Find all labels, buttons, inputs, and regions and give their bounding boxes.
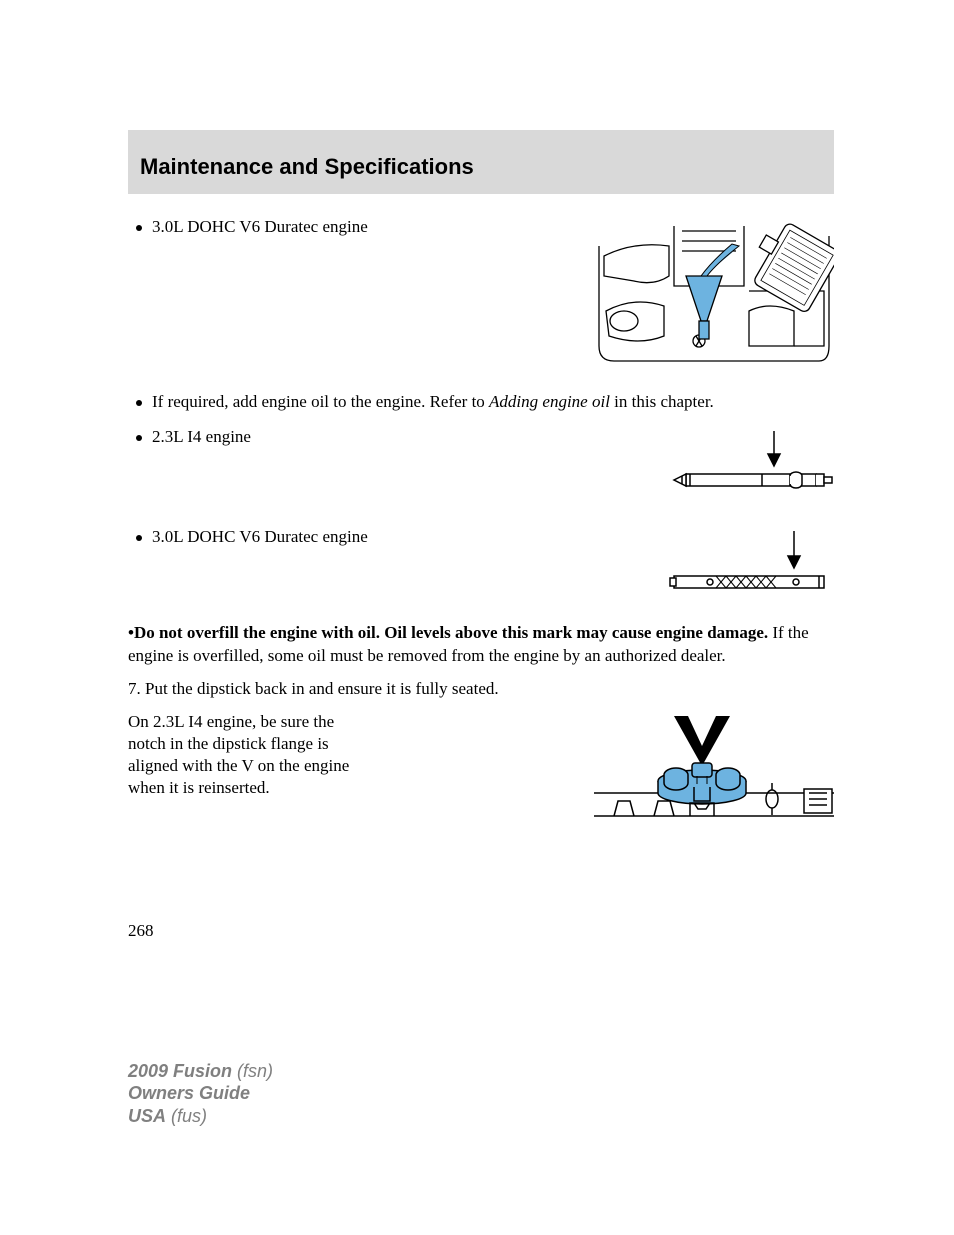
- bullet-engine-v6-with-figure: 3.0L DOHC V6 Duratec engine: [128, 216, 834, 371]
- footer-region-code: (fus): [166, 1106, 207, 1126]
- section-header: Maintenance and Specifications: [128, 130, 834, 194]
- figure-dipstick-v6: [664, 526, 834, 598]
- bullet-add-oil: If required, add engine oil to the engin…: [128, 391, 834, 414]
- text-italic: Adding engine oil: [489, 392, 610, 411]
- section-title: Maintenance and Specifications: [140, 154, 822, 180]
- bullet-icon: [136, 225, 142, 231]
- bullet-text: 3.0L DOHC V6 Duratec engine: [152, 216, 368, 239]
- v-letter-icon: [674, 716, 730, 766]
- bullet-icon: [136, 435, 142, 441]
- text-post: in this chapter.: [610, 392, 714, 411]
- notch-para-with-figure: On 2.3L I4 engine, be sure the notch in …: [128, 711, 834, 831]
- bullet-icon: [136, 535, 142, 541]
- figure-oil-pour: [594, 216, 834, 371]
- bullet-text: If required, add engine oil to the engin…: [152, 391, 714, 414]
- figure-v-alignment: [594, 711, 834, 831]
- footer-line-3: USA (fus): [128, 1105, 273, 1128]
- figure-dipstick-i4: [664, 426, 834, 496]
- bullet-i4-with-figure: 2.3L I4 engine: [128, 426, 834, 496]
- footer: 2009 Fusion (fsn) Owners Guide USA (fus): [128, 1060, 273, 1128]
- footer-line-1: 2009 Fusion (fsn): [128, 1060, 273, 1083]
- footer-model: 2009 Fusion: [128, 1061, 232, 1081]
- footer-code: (fsn): [232, 1061, 273, 1081]
- bullet-text: 3.0L DOHC V6 Duratec engine: [152, 526, 368, 549]
- text-pre: If required, add engine oil to the engin…: [152, 392, 489, 411]
- footer-region: USA: [128, 1106, 166, 1126]
- bullet-text: 2.3L I4 engine: [152, 426, 251, 449]
- bullet-v6-with-figure: 3.0L DOHC V6 Duratec engine: [128, 526, 834, 598]
- bullet-icon: [136, 400, 142, 406]
- notch-text: On 2.3L I4 engine, be sure the notch in …: [128, 711, 368, 799]
- warning-bold: Do not overfill the engine with oil. Oil…: [134, 623, 768, 642]
- page-number: 268: [128, 921, 834, 941]
- footer-line-2: Owners Guide: [128, 1082, 273, 1105]
- warning-paragraph: •Do not overfill the engine with oil. Oi…: [128, 622, 834, 668]
- step-7: 7. Put the dipstick back in and ensure i…: [128, 678, 834, 701]
